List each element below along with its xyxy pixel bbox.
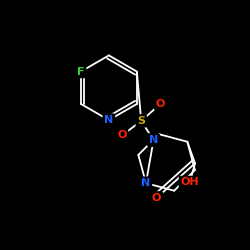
Text: O: O <box>152 193 161 203</box>
Text: F: F <box>77 66 84 76</box>
Text: O: O <box>117 130 127 140</box>
Text: S: S <box>137 116 145 126</box>
Text: N: N <box>149 135 158 145</box>
Text: N: N <box>104 115 114 125</box>
Text: OH: OH <box>180 178 199 188</box>
Text: N: N <box>141 178 150 188</box>
Text: O: O <box>156 99 165 109</box>
Text: N: N <box>149 135 158 145</box>
